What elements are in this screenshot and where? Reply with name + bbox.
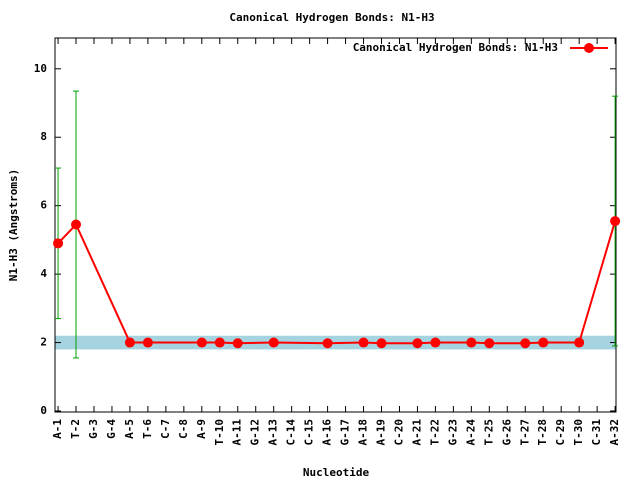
y-axis-label: N1-H3 (Angstroms): [7, 169, 20, 282]
y-tick-label: 2: [40, 336, 47, 349]
x-tick-label: A-19: [375, 419, 388, 446]
legend-marker: [584, 43, 594, 53]
chart-title: Canonical Hydrogen Bonds: N1-H3: [229, 11, 434, 24]
x-tick-label: C-7: [159, 419, 172, 439]
x-tick-label: T-2: [69, 419, 82, 439]
x-tick-label: A-13: [267, 419, 280, 446]
x-tick-label: A-16: [321, 419, 334, 446]
x-tick-label: G-17: [339, 419, 352, 446]
y-tick-label: 6: [40, 199, 47, 212]
y-tick-label: 10: [34, 62, 47, 75]
x-tick-label: A-32: [608, 419, 621, 446]
data-point: [124, 337, 135, 348]
data-point: [484, 338, 495, 349]
x-tick-label: A-1: [51, 419, 64, 439]
data-point: [412, 338, 423, 349]
data-point: [53, 238, 64, 249]
x-axis-label: Nucleotide: [303, 466, 370, 479]
x-tick-label: G-26: [500, 419, 513, 446]
data-point: [142, 337, 153, 348]
x-tick-label: C-14: [285, 419, 298, 446]
data-point: [520, 338, 531, 349]
y-tick-label: 8: [40, 130, 47, 143]
x-tick-label: T-30: [572, 419, 585, 446]
x-tick-label: A-11: [231, 419, 244, 446]
x-tick-label: C-20: [392, 419, 405, 446]
x-tick-label: G-12: [249, 419, 262, 446]
x-tick-label: T-6: [141, 419, 154, 439]
legend-label: Canonical Hydrogen Bonds: N1-H3: [353, 41, 558, 54]
data-point: [268, 337, 279, 348]
x-tick-label: G-4: [105, 419, 118, 439]
x-tick-label: C-31: [590, 419, 603, 446]
data-point: [232, 338, 243, 349]
data-point: [196, 337, 207, 348]
data-point: [574, 337, 585, 348]
y-tick-label: 4: [40, 267, 47, 280]
x-tick-label: A-18: [357, 419, 370, 446]
x-tick-label: T-27: [518, 419, 531, 446]
data-point: [430, 337, 441, 348]
x-tick-label: T-10: [213, 419, 226, 446]
x-tick-label: T-25: [482, 419, 495, 446]
data-point: [71, 219, 82, 230]
x-tick-label: T-28: [536, 419, 549, 446]
data-point: [610, 216, 621, 227]
x-tick-label: G-23: [446, 419, 459, 446]
x-tick-label: G-3: [87, 419, 100, 439]
x-tick-label: A-21: [410, 419, 423, 446]
data-point: [358, 337, 369, 348]
x-tick-label: T-22: [428, 419, 441, 446]
data-point: [214, 337, 225, 348]
x-tick-label: A-24: [464, 419, 477, 446]
data-point: [466, 337, 477, 348]
data-point: [376, 338, 387, 349]
x-tick-label: C-15: [303, 419, 316, 446]
x-tick-label: C-29: [554, 419, 567, 446]
data-point: [538, 337, 549, 348]
x-tick-label: C-8: [177, 419, 190, 439]
plot-frame: [54, 37, 617, 413]
x-tick-label: A-9: [195, 419, 208, 439]
series-line: [57, 220, 617, 345]
y-tick-label: 0: [40, 404, 47, 417]
x-tick-label: A-5: [123, 419, 136, 439]
data-point: [322, 338, 333, 349]
